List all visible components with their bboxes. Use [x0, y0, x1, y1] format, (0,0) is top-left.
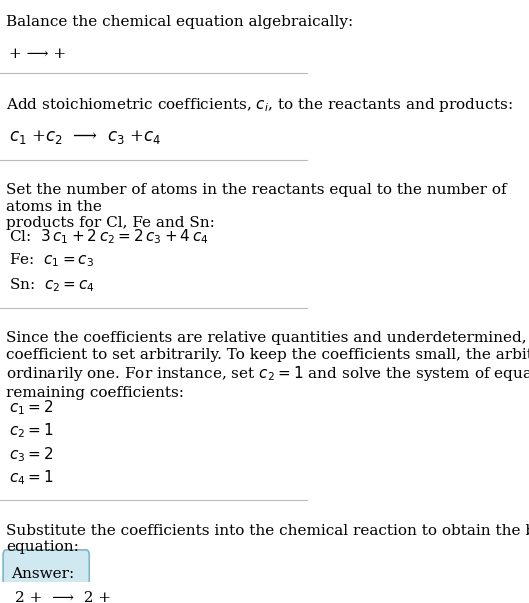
Text: 2 +  ⟶  2 +: 2 + ⟶ 2 + — [15, 591, 112, 603]
Text: Substitute the coefficients into the chemical reaction to obtain the balanced
eq: Substitute the coefficients into the che… — [6, 523, 529, 554]
Text: Add stoichiometric coefficients, $c_i$, to the reactants and products:: Add stoichiometric coefficients, $c_i$, … — [6, 96, 513, 114]
Text: $c_2 = 1$: $c_2 = 1$ — [9, 421, 54, 440]
FancyBboxPatch shape — [3, 550, 89, 603]
Text: Answer:: Answer: — [11, 567, 74, 581]
Text: Balance the chemical equation algebraically:: Balance the chemical equation algebraica… — [6, 14, 353, 28]
Text: Sn:  $c_2 = c_4$: Sn: $c_2 = c_4$ — [9, 276, 95, 294]
Text: Since the coefficients are relative quantities and underdetermined, choose a
coe: Since the coefficients are relative quan… — [6, 332, 529, 400]
Text: $c_3 = 2$: $c_3 = 2$ — [9, 445, 54, 464]
Text: Cl:  $3\,c_1 + 2\,c_2 = 2\,c_3 + 4\,c_4$: Cl: $3\,c_1 + 2\,c_2 = 2\,c_3 + 4\,c_4$ — [9, 227, 209, 246]
Text: $c_4 = 1$: $c_4 = 1$ — [9, 469, 54, 487]
Text: + ⟶ +: + ⟶ + — [9, 46, 66, 60]
Text: Set the number of atoms in the reactants equal to the number of atoms in the
pro: Set the number of atoms in the reactants… — [6, 183, 507, 230]
Text: $c_1 = 2$: $c_1 = 2$ — [9, 399, 54, 417]
Text: Fe:  $c_1 = c_3$: Fe: $c_1 = c_3$ — [9, 251, 94, 270]
Text: $c_1$ +$c_2$  ⟶  $c_3$ +$c_4$: $c_1$ +$c_2$ ⟶ $c_3$ +$c_4$ — [9, 128, 161, 146]
